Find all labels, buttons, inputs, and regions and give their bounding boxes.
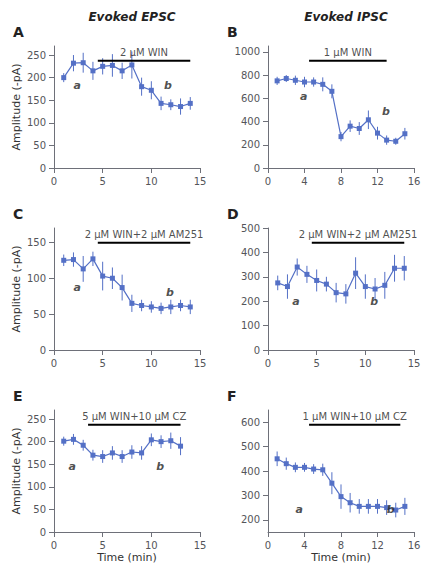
svg-text:50: 50 bbox=[33, 140, 46, 151]
svg-text:a: a bbox=[73, 281, 80, 294]
svg-text:1 μM WIN+10 μM CZ: 1 μM WIN+10 μM CZ bbox=[303, 411, 407, 422]
svg-text:1000: 1000 bbox=[235, 46, 260, 57]
svg-text:150: 150 bbox=[27, 237, 46, 248]
svg-text:600: 600 bbox=[241, 417, 260, 428]
svg-text:B: B bbox=[227, 24, 238, 40]
svg-text:100: 100 bbox=[241, 320, 260, 331]
svg-text:F: F bbox=[227, 388, 237, 404]
svg-text:300: 300 bbox=[241, 490, 260, 501]
svg-text:50: 50 bbox=[33, 309, 46, 320]
svg-text:8: 8 bbox=[338, 540, 344, 551]
svg-text:D: D bbox=[227, 206, 239, 222]
svg-text:0: 0 bbox=[265, 176, 271, 187]
svg-text:16: 16 bbox=[408, 540, 421, 551]
svg-text:b: b bbox=[164, 79, 172, 92]
svg-text:5: 5 bbox=[99, 540, 105, 551]
svg-text:5: 5 bbox=[313, 358, 319, 369]
svg-text:200: 200 bbox=[27, 436, 46, 447]
svg-text:Amplitude (-pA): Amplitude (-pA) bbox=[10, 428, 23, 515]
svg-text:200: 200 bbox=[241, 514, 260, 525]
svg-text:12: 12 bbox=[371, 176, 384, 187]
svg-text:0: 0 bbox=[40, 345, 46, 356]
svg-text:0: 0 bbox=[254, 163, 260, 174]
svg-text:150: 150 bbox=[27, 459, 46, 470]
svg-text:200: 200 bbox=[241, 296, 260, 307]
svg-text:Amplitude (-pA): Amplitude (-pA) bbox=[10, 246, 23, 333]
svg-text:2 μM WIN+2 μM AM251: 2 μM WIN+2 μM AM251 bbox=[299, 229, 418, 240]
svg-text:0: 0 bbox=[265, 358, 271, 369]
svg-text:400: 400 bbox=[241, 247, 260, 258]
svg-text:a: a bbox=[292, 295, 299, 308]
svg-text:5: 5 bbox=[99, 176, 105, 187]
svg-text:C: C bbox=[13, 206, 23, 222]
svg-text:0: 0 bbox=[51, 358, 57, 369]
svg-text:150: 150 bbox=[27, 95, 46, 106]
svg-text:600: 600 bbox=[241, 93, 260, 104]
svg-text:Time (min): Time (min) bbox=[96, 551, 157, 564]
svg-text:200: 200 bbox=[241, 139, 260, 150]
svg-text:10: 10 bbox=[145, 358, 158, 369]
svg-text:300: 300 bbox=[241, 271, 260, 282]
svg-text:250: 250 bbox=[27, 414, 46, 425]
svg-text:b: b bbox=[166, 286, 174, 299]
svg-text:250: 250 bbox=[27, 50, 46, 61]
svg-text:a: a bbox=[295, 503, 302, 516]
svg-text:10: 10 bbox=[145, 176, 158, 187]
svg-text:500: 500 bbox=[241, 223, 260, 234]
svg-text:Time (min): Time (min) bbox=[310, 551, 371, 564]
svg-text:400: 400 bbox=[241, 466, 260, 477]
svg-text:A: A bbox=[13, 24, 24, 40]
svg-text:E: E bbox=[13, 388, 23, 404]
svg-text:4: 4 bbox=[301, 540, 307, 551]
svg-text:a: a bbox=[300, 90, 307, 103]
svg-text:0: 0 bbox=[40, 527, 46, 538]
svg-text:400: 400 bbox=[241, 116, 260, 127]
svg-text:8: 8 bbox=[338, 176, 344, 187]
svg-text:15: 15 bbox=[194, 176, 207, 187]
svg-text:200: 200 bbox=[27, 72, 46, 83]
svg-text:15: 15 bbox=[194, 540, 207, 551]
svg-text:4: 4 bbox=[301, 176, 307, 187]
svg-text:50: 50 bbox=[33, 504, 46, 515]
svg-text:0: 0 bbox=[51, 540, 57, 551]
svg-text:b: b bbox=[387, 503, 395, 516]
svg-text:b: b bbox=[382, 105, 390, 118]
svg-text:100: 100 bbox=[27, 117, 46, 128]
svg-text:0: 0 bbox=[40, 163, 46, 174]
svg-text:500: 500 bbox=[241, 441, 260, 452]
svg-text:b: b bbox=[370, 295, 378, 308]
svg-text:Evoked EPSC: Evoked EPSC bbox=[88, 10, 175, 24]
svg-text:800: 800 bbox=[241, 70, 260, 81]
svg-text:5: 5 bbox=[99, 358, 105, 369]
svg-text:1 μM WIN: 1 μM WIN bbox=[324, 47, 372, 58]
svg-text:100: 100 bbox=[27, 273, 46, 284]
svg-text:5 μM WIN+10 μM CZ: 5 μM WIN+10 μM CZ bbox=[82, 411, 186, 422]
svg-text:0: 0 bbox=[265, 540, 271, 551]
svg-text:0: 0 bbox=[51, 176, 57, 187]
svg-text:15: 15 bbox=[408, 358, 421, 369]
svg-text:10: 10 bbox=[145, 540, 158, 551]
svg-text:Amplitude (-pA): Amplitude (-pA) bbox=[10, 64, 23, 151]
svg-text:12: 12 bbox=[371, 540, 384, 551]
svg-text:b: b bbox=[156, 460, 164, 473]
svg-text:0: 0 bbox=[254, 345, 260, 356]
svg-text:100: 100 bbox=[27, 481, 46, 492]
svg-text:Evoked IPSC: Evoked IPSC bbox=[304, 10, 388, 24]
svg-text:16: 16 bbox=[408, 176, 421, 187]
svg-text:15: 15 bbox=[194, 358, 207, 369]
svg-text:a: a bbox=[73, 79, 80, 92]
svg-text:2 μM WIN+2 μM AM251: 2 μM WIN+2 μM AM251 bbox=[85, 229, 204, 240]
svg-text:a: a bbox=[69, 460, 76, 473]
svg-text:2 μM WIN: 2 μM WIN bbox=[120, 47, 168, 58]
svg-text:10: 10 bbox=[359, 358, 372, 369]
